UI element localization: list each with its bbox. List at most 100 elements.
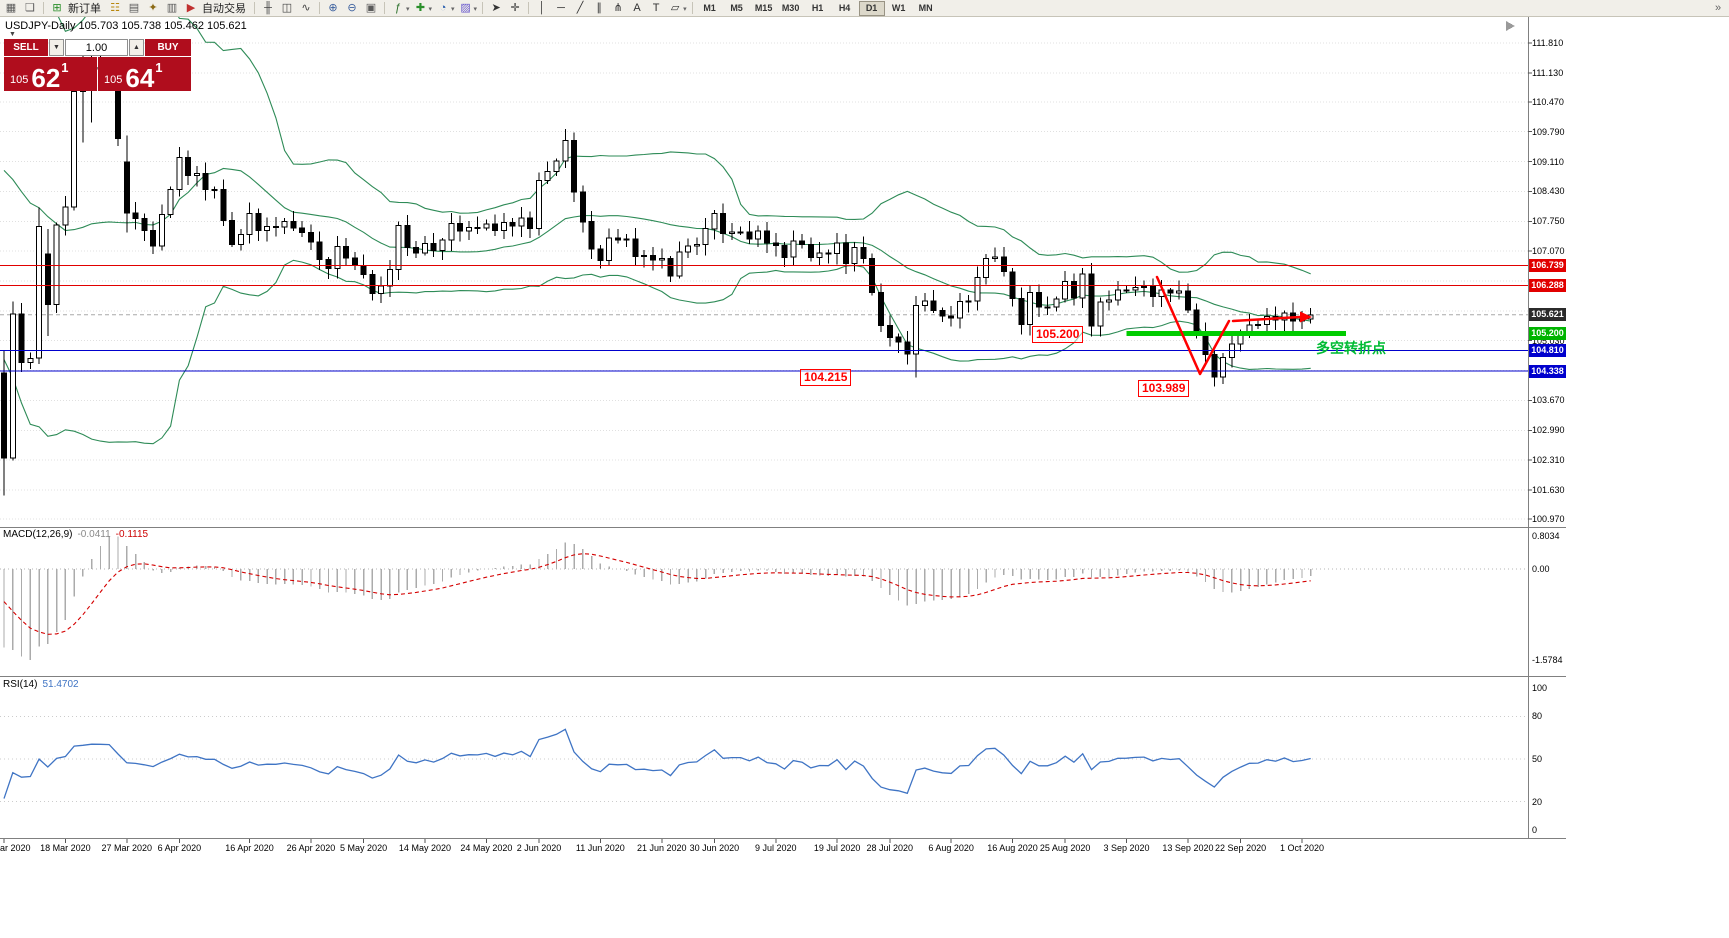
- vertical-line-icon[interactable]: │: [538, 1, 546, 14]
- data-window-icon[interactable]: ▤: [128, 1, 140, 14]
- volume-increase-button[interactable]: ▲: [129, 39, 144, 56]
- sell-button[interactable]: SELL: [4, 39, 48, 56]
- price-scale-label[interactable]: 111.810: [1532, 38, 1564, 48]
- date-axis-label[interactable]: 24 May 2020: [460, 843, 513, 853]
- date-axis-label[interactable]: 18 Mar 2020: [40, 843, 91, 853]
- price-scale-label[interactable]: 100.970: [1532, 514, 1565, 524]
- navigator-icon[interactable]: ✦: [148, 1, 158, 14]
- zoom-in-icon[interactable]: ⊕: [328, 1, 338, 14]
- add-indicator-icon[interactable]: ✚: [415, 1, 426, 14]
- timeframe-mn[interactable]: MN: [918, 3, 933, 13]
- price-scale-label[interactable]: 101.630: [1532, 485, 1565, 496]
- date-axis-label[interactable]: 6 Apr 2020: [157, 843, 202, 853]
- price-label-103989[interactable]: 103.989: [1138, 380, 1190, 397]
- charts-window-icon[interactable]: ▦: [5, 1, 17, 14]
- volume-input[interactable]: 1.00: [65, 39, 128, 56]
- line-chart-icon[interactable]: ∿: [301, 1, 311, 14]
- periods-icon[interactable]: ◔: [439, 1, 447, 14]
- price-scale-label[interactable]: 103.670: [1532, 395, 1565, 406]
- trendline-icon[interactable]: ╱: [576, 1, 584, 14]
- price-scale-label[interactable]: 109.110: [1532, 156, 1564, 167]
- date-axis-label[interactable]: 2 Jun 2020: [516, 843, 562, 853]
- macd-scale-max[interactable]: 0.8034: [1532, 531, 1560, 541]
- crosshair-icon[interactable]: ✛: [510, 1, 520, 14]
- date-axis-label[interactable]: 28 Jul 2020: [866, 843, 914, 853]
- autotrading-icon[interactable]: ▶: [186, 1, 196, 14]
- date-axis-label[interactable]: 27 Mar 2020: [101, 843, 153, 853]
- timeframe-m15[interactable]: M15: [754, 3, 773, 13]
- date-axis-label[interactable]: 9 Jul 2020: [754, 843, 797, 853]
- timeframe-h4[interactable]: H4: [838, 3, 851, 13]
- add-indicator-icon-dropdown[interactable]: ▾: [428, 6, 433, 13]
- indicators-icon[interactable]: ƒ: [394, 1, 402, 14]
- text-icon[interactable]: A: [633, 1, 641, 14]
- date-axis-label[interactable]: 22 Sep 2020: [1215, 843, 1267, 853]
- date-axis-label[interactable]: 25 Aug 2020: [1039, 843, 1091, 853]
- macd-scale-min[interactable]: -1.5784: [1532, 655, 1563, 665]
- rsi-scale-50[interactable]: 50: [1532, 754, 1543, 764]
- timeframe-m5[interactable]: M5: [730, 3, 743, 13]
- sell-price[interactable]: 105 62 1: [4, 57, 97, 91]
- new-order-button[interactable]: 新订单: [68, 3, 101, 15]
- price-scale-label[interactable]: 105.030: [1532, 335, 1565, 346]
- date-axis-label[interactable]: 13 Sep 2020: [1162, 843, 1214, 853]
- price-scale-label[interactable]: 110.470: [1532, 96, 1564, 107]
- new-order-icon[interactable]: ⊞: [52, 1, 62, 14]
- buy-price[interactable]: 105 64 1: [98, 57, 191, 91]
- date-axis-label[interactable]: 6 Aug 2020: [928, 843, 974, 853]
- timeframe-m1[interactable]: M1: [703, 3, 716, 13]
- price-scale-label[interactable]: 109.790: [1532, 126, 1565, 137]
- date-axis-label[interactable]: 11 Jun 2020: [575, 843, 625, 853]
- one-click-collapse-icon[interactable]: ▼: [9, 31, 16, 38]
- timeframe-d1[interactable]: D1: [858, 0, 885, 16]
- date-axis-label[interactable]: 16 Apr 2020: [225, 843, 274, 853]
- toolbar-overflow-icon[interactable]: »: [1714, 1, 1722, 14]
- date-axis-label[interactable]: ar 2020: [0, 843, 31, 853]
- arrow-drawings[interactable]: [1155, 275, 1312, 376]
- price-scale-label[interactable]: 111.130: [1532, 67, 1564, 78]
- date-axis-label[interactable]: 19 Jul 2020: [813, 843, 861, 853]
- date-axis-label[interactable]: 3 Sep 2020: [1103, 843, 1150, 853]
- rsi-scale-0[interactable]: 0: [1532, 825, 1538, 835]
- price-scale-label[interactable]: 107.750: [1532, 216, 1565, 227]
- date-axis-label[interactable]: 1 Oct 2020: [1279, 843, 1324, 853]
- shapes-icon-dropdown[interactable]: ▾: [683, 6, 687, 13]
- rsi-scale-20[interactable]: 20: [1532, 796, 1543, 807]
- cursor-icon[interactable]: ➤: [491, 1, 501, 14]
- date-axis-label[interactable]: 21 Jun 2020: [636, 843, 687, 853]
- date-axis-label[interactable]: 26 Apr 2020: [286, 843, 336, 853]
- volume-decrease-button[interactable]: ▼: [49, 39, 64, 56]
- date-axis-label[interactable]: 14 May 2020: [398, 843, 451, 853]
- fibonacci-icon[interactable]: ⋔: [613, 1, 623, 14]
- bar-chart-icon[interactable]: ╫: [264, 1, 272, 14]
- timeframe-w1[interactable]: W1: [891, 3, 906, 13]
- pivot-annotation-text[interactable]: 多空转折点: [1316, 340, 1386, 356]
- price-scale-label[interactable]: 107.070: [1532, 246, 1565, 257]
- templates-icon[interactable]: ▨: [460, 1, 471, 14]
- templates-icon-dropdown[interactable]: ▾: [473, 6, 478, 13]
- price-scale-label[interactable]: 108.430: [1532, 186, 1565, 197]
- shapes-icon[interactable]: ▱: [670, 1, 680, 14]
- horizontal-line-icon[interactable]: ─: [557, 1, 565, 14]
- date-axis-label[interactable]: 5 May 2020: [340, 843, 388, 853]
- price-label-104215[interactable]: 104.215: [800, 369, 852, 386]
- periods-icon-dropdown[interactable]: ▾: [451, 6, 455, 13]
- price-scale-label[interactable]: 102.310: [1532, 455, 1565, 466]
- terminal-icon[interactable]: ▥: [166, 1, 178, 14]
- indicators-icon-dropdown[interactable]: ▾: [406, 6, 410, 13]
- rsi-scale-80[interactable]: 80: [1532, 711, 1543, 722]
- channel-icon[interactable]: ∥: [596, 1, 602, 14]
- rsi-scale-100[interactable]: 100: [1532, 683, 1548, 693]
- price-label-105200[interactable]: 105.200: [1032, 326, 1084, 343]
- date-axis-label[interactable]: 16 Aug 2020: [987, 843, 1038, 853]
- timeframe-m30[interactable]: M30: [781, 3, 800, 13]
- timeframe-h1[interactable]: H1: [811, 3, 824, 13]
- tile-windows-icon[interactable]: ❏: [25, 1, 35, 14]
- macd-scale-zero[interactable]: 0.00: [1532, 564, 1550, 575]
- buy-button[interactable]: BUY: [145, 39, 191, 56]
- autotrading-button[interactable]: 自动交易: [202, 3, 246, 15]
- candlestick-chart-icon[interactable]: ◫: [281, 1, 293, 14]
- arrange-windows-icon[interactable]: ▣: [365, 1, 377, 14]
- price-scale-label[interactable]: 102.990: [1532, 425, 1565, 436]
